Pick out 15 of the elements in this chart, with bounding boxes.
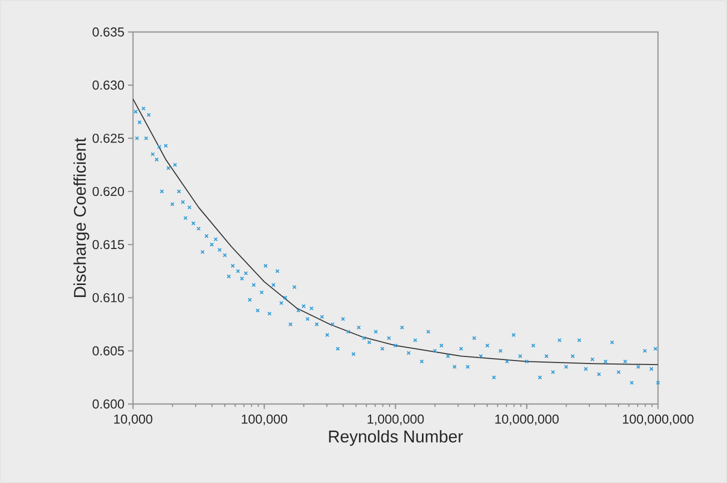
y-tick-label: 0.615 [92, 240, 124, 250]
y-tick-label: 0.635 [92, 27, 124, 37]
x-tick-label: 1,000,000 [368, 414, 424, 426]
y-tick-label: 0.605 [92, 346, 124, 356]
y-tick-label: 0.610 [92, 293, 124, 302]
y-tick-label: 0.630 [92, 80, 124, 90]
x-axis-title: Reynolds Number [329, 430, 463, 446]
x-tick-label: 10,000,000 [495, 414, 559, 426]
x-tick-label: 100,000,000 [622, 414, 694, 426]
y-tick-label: 0.625 [92, 134, 124, 143]
y-tick-label: 0.620 [92, 186, 124, 196]
x-tick-label: 100,000 [242, 414, 288, 426]
x-tick-label: 10,000 [114, 414, 152, 426]
y-tick-label: 0.600 [92, 399, 124, 409]
y-axis-title: Discharge Coefficient [73, 138, 90, 297]
